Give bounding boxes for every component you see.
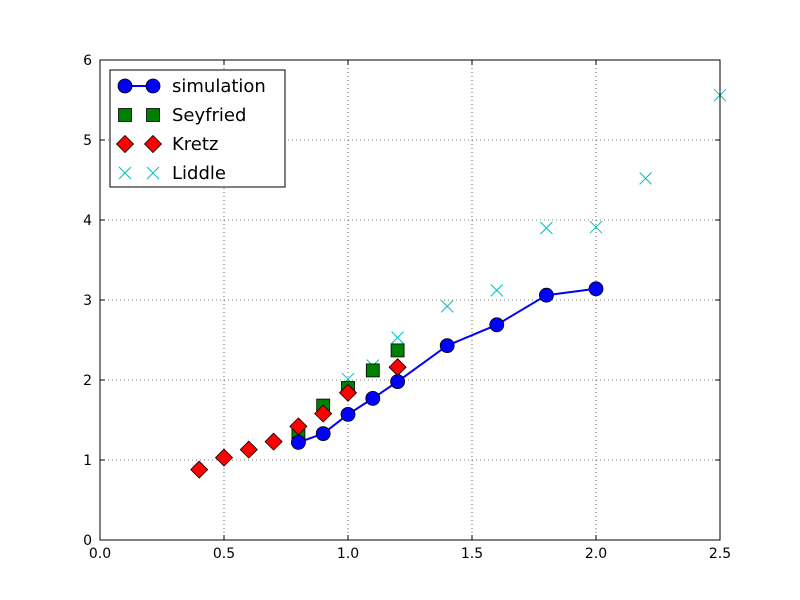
legend-item-simulation: simulation [117,76,266,97]
data-point-simulation [539,287,554,303]
legend-marker [146,108,160,122]
x-tick-label: 0.5 [213,546,235,562]
x-tick-label: 2.5 [709,546,731,562]
legend-marker [118,108,132,122]
data-point-simulation [315,426,331,442]
data-point-kretz [239,440,258,459]
data-point-liddle [490,284,504,297]
legend-label-seyfried: Seyfried [172,105,246,126]
data-point-simulation [390,374,406,390]
data-point-simulation [340,406,356,422]
data-point-liddle [540,221,553,235]
data-point-simulation [365,390,381,406]
x-tick-label: 1.5 [461,546,483,562]
data-point-simulation [489,317,505,333]
legend-item-kretz: Kretz [115,134,218,155]
x-tick-label: 0.0 [89,546,111,562]
y-tick-label: 0 [83,533,92,549]
legend-marker [118,166,132,180]
data-point-liddle [440,300,454,313]
legend-marker [145,78,161,94]
y-tick-label: 3 [83,293,92,309]
axis-ticks: 0.0 0.5 1.0 1.5 2.0 2.5 0 1 2 3 4 5 6 [83,53,731,562]
legend-item-liddle: Liddle [118,163,226,184]
data-point-simulation [290,434,306,450]
legend-marker [117,78,133,94]
data-point-simulation [588,281,604,297]
data-point-seyfried [390,343,405,358]
data-point-simulation [439,338,455,354]
x-tick-label: 2.0 [585,546,607,562]
data-point-kretz [314,404,333,423]
legend: simulation Seyfried Kretz Liddle [109,69,286,188]
legend-box [109,69,286,188]
legend-marker [143,134,163,154]
legend-label-simulation: simulation [172,76,266,97]
y-tick-label: 5 [83,133,92,149]
series-kretz [190,358,407,479]
y-tick-label: 1 [83,453,92,469]
x-tick-label: 1.0 [337,546,359,562]
data-point-liddle [391,331,404,344]
legend-marker [146,166,160,180]
legend-label-liddle: Liddle [172,163,226,184]
series-simulation [290,281,604,450]
data-point-seyfried [365,363,380,378]
data-point-kretz [338,383,358,402]
legend-item-seyfried: Seyfried [118,105,246,126]
data-point-liddle [639,172,652,185]
data-point-kretz [264,432,283,451]
y-tick-label: 6 [83,53,92,69]
data-point-kretz [214,448,234,467]
y-tick-label: 2 [83,373,92,389]
data-point-kretz [190,460,209,479]
legend-label-kretz: Kretz [172,134,218,155]
data-point-liddle [589,220,603,234]
legend-marker [115,134,135,154]
series-layer [190,88,727,479]
data-point-kretz [289,417,308,436]
y-tick-label: 4 [83,213,92,229]
